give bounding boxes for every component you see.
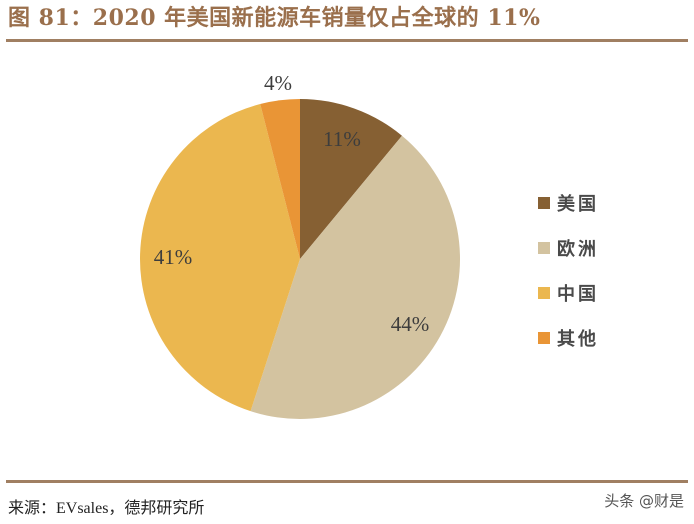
legend-item-china: 中国 [538, 270, 599, 315]
source-note: 来源：EVsales，德邦研究所 [8, 500, 205, 517]
label-other: 4% [264, 71, 292, 95]
pie-slice-europe [250, 135, 460, 420]
legend-label-other: 其他 [557, 328, 599, 350]
swatch-europe [538, 241, 550, 254]
legend-label-china: 中国 [557, 283, 599, 305]
pie-chart: 11% 44% 41% 4% [139, 71, 460, 420]
pie-slice-us [300, 99, 402, 259]
chart-title: 图 81：2020 年美国新能源车销量仅占全球的 11% [8, 5, 541, 31]
label-china: 41% [154, 245, 193, 269]
watermark: 头条 @财是 [604, 492, 684, 510]
pie-slice-other [260, 99, 300, 259]
swatch-us [538, 196, 550, 209]
pie-slice-china [139, 104, 300, 412]
label-europe: 44% [391, 312, 430, 336]
chart-legend: 美国 欧洲 中国 其他 [538, 180, 599, 360]
legend-item-us: 美国 [538, 180, 599, 225]
swatch-other [538, 331, 550, 344]
footer-divider [6, 480, 688, 483]
legend-item-europe: 欧洲 [538, 225, 599, 270]
legend-label-us: 美国 [557, 193, 599, 215]
legend-item-other: 其他 [538, 315, 599, 360]
title-divider [6, 39, 688, 42]
legend-label-europe: 欧洲 [557, 238, 599, 260]
swatch-china [538, 286, 550, 299]
label-us: 11% [323, 127, 361, 151]
